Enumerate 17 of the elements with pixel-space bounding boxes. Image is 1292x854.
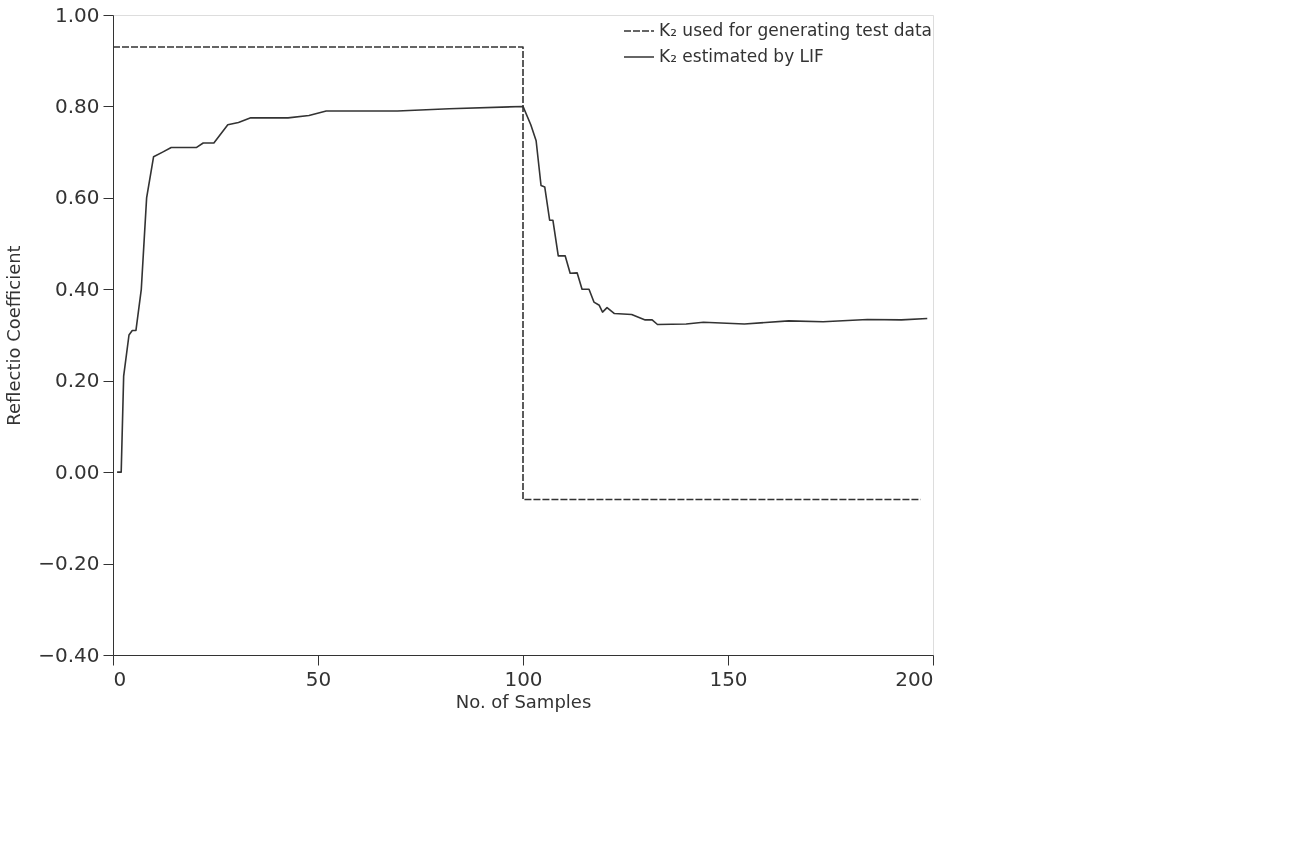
y-tick-label: 1.00 — [54, 2, 100, 27]
legend-label: K₂ estimated by LIF — [659, 46, 824, 66]
x-tick-label: 100 — [504, 666, 543, 691]
x-axis-title: No. of Samples — [455, 690, 592, 712]
y-axis-title: Reflectio Coefficient — [3, 245, 25, 426]
y-tick-label: −0.20 — [38, 551, 100, 576]
y-tick-label: 0.40 — [54, 276, 100, 301]
x-tick-label: 0 — [113, 666, 127, 691]
y-tick-label: 0.80 — [54, 93, 100, 118]
y-tick-label: −0.40 — [38, 642, 100, 667]
y-tick-label: 0.00 — [54, 459, 100, 484]
y-tick-label: 0.60 — [54, 185, 100, 210]
x-tick-label: 50 — [305, 666, 332, 691]
legend-label: K₂ used for generating test data — [659, 20, 933, 40]
x-tick-label: 150 — [709, 666, 748, 691]
x-tick-label: 200 — [895, 666, 934, 691]
y-tick-label: 0.20 — [54, 368, 100, 393]
